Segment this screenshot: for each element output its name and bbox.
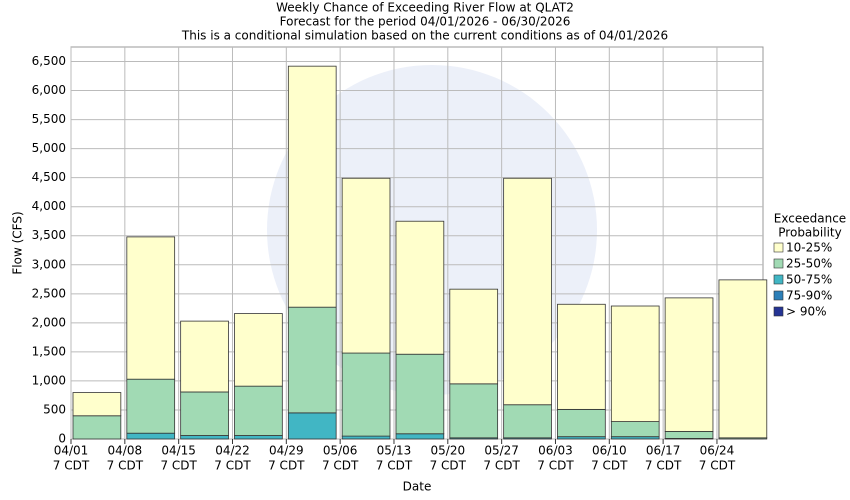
legend-swatch — [773, 290, 784, 301]
bar-segment — [287, 306, 337, 414]
y-tick-label: 2,500 — [32, 286, 66, 300]
bar-segment — [664, 431, 714, 439]
x-tick-sublabel: 7 CDT — [268, 459, 305, 473]
bar-segment — [287, 65, 337, 308]
bar-segment — [287, 412, 337, 440]
chart-title: Weekly Chance of Exceeding River Flow at… — [276, 1, 574, 15]
x-tick-label: 05/06 — [323, 444, 358, 458]
legend-label: 75-90% — [786, 289, 832, 303]
bar-segment — [503, 177, 552, 406]
x-tick-label: 06/24 — [700, 444, 735, 458]
bar-segment — [126, 378, 176, 434]
bar-segment — [180, 320, 229, 393]
legend-label: 10-25% — [786, 241, 832, 255]
bar-segment — [395, 220, 445, 355]
y-tick-label: 4,500 — [32, 170, 66, 184]
x-tick-sublabel: 7 CDT — [107, 459, 144, 473]
bar-segment — [718, 279, 768, 439]
x-tick-sublabel: 7 CDT — [53, 459, 90, 473]
x-tick-label: 05/27 — [484, 444, 519, 458]
bar-segment — [610, 421, 660, 438]
bar-segment — [126, 432, 176, 440]
y-tick-label: 3,000 — [32, 257, 66, 271]
x-tick-sublabel: 7 CDT — [430, 459, 467, 473]
legend-label: 50-75% — [786, 273, 832, 287]
y-tick-label: 1,500 — [32, 344, 66, 358]
y-tick-label: 500 — [43, 402, 66, 416]
y-tick-label: 3,500 — [32, 228, 66, 242]
x-tick-sublabel: 7 CDT — [214, 459, 251, 473]
x-tick-label: 04/22 — [215, 444, 250, 458]
legend-label: > 90% — [786, 305, 827, 319]
bar-segment — [72, 392, 122, 417]
bar-segment — [610, 305, 660, 422]
legend-swatch — [773, 242, 784, 253]
bar-segment — [234, 313, 283, 387]
x-tick-sublabel: 7 CDT — [160, 459, 197, 473]
legend-title: Exceedance — [774, 212, 846, 226]
legend-label: 25-50% — [786, 257, 832, 271]
bar-segment — [72, 415, 122, 440]
x-tick-sublabel: 7 CDT — [645, 459, 682, 473]
x-tick-sublabel: 7 CDT — [699, 459, 736, 473]
bar-segment — [341, 352, 391, 437]
bar-segment — [234, 385, 283, 436]
y-tick-label: 0 — [58, 432, 66, 446]
bar-segment — [503, 404, 552, 439]
x-tick-label: 06/03 — [538, 444, 573, 458]
x-axis-label: Date — [403, 480, 432, 494]
x-tick-label: 04/15 — [161, 444, 196, 458]
x-tick-sublabel: 7 CDT — [591, 459, 628, 473]
bar-segment — [180, 391, 229, 436]
x-tick-label: 04/01 — [54, 444, 89, 458]
bar-segment — [557, 408, 606, 438]
y-tick-label: 6,000 — [32, 83, 66, 97]
y-tick-label: 5,500 — [32, 112, 66, 126]
bar-segment — [395, 353, 445, 435]
y-tick-label: 2,000 — [32, 315, 66, 329]
bar-segment — [449, 288, 499, 385]
bar-segment — [341, 435, 391, 440]
bar-segment — [557, 303, 606, 410]
legend-swatch — [773, 274, 784, 285]
chart-subtitle: Forecast for the period 04/01/2026 - 06/… — [280, 15, 571, 29]
bar-segment — [395, 433, 445, 440]
bar-segment — [341, 177, 391, 354]
x-tick-label: 04/08 — [108, 444, 143, 458]
x-tick-sublabel: 7 CDT — [376, 459, 413, 473]
bar-segment — [126, 236, 176, 380]
chart-subtitle: This is a conditional simulation based o… — [181, 29, 668, 43]
bar-segment — [180, 435, 229, 440]
x-tick-sublabel: 7 CDT — [483, 459, 520, 473]
bar-segment — [664, 297, 714, 432]
x-tick-label: 05/20 — [431, 444, 466, 458]
x-tick-label: 04/29 — [269, 444, 304, 458]
bar-segment — [449, 383, 499, 439]
y-axis-label: Flow (CFS) — [11, 211, 25, 274]
x-tick-label: 06/17 — [646, 444, 681, 458]
x-tick-sublabel: 7 CDT — [322, 459, 359, 473]
y-tick-label: 4,000 — [32, 199, 66, 213]
legend-swatch — [773, 306, 784, 317]
legend-title: Probability — [778, 226, 841, 240]
legend-swatch — [773, 258, 784, 269]
x-tick-label: 05/13 — [377, 444, 412, 458]
y-tick-label: 1,000 — [32, 373, 66, 387]
y-tick-label: 6,500 — [32, 54, 66, 68]
x-tick-sublabel: 7 CDT — [537, 459, 574, 473]
bar-segment — [234, 435, 283, 440]
y-tick-label: 5,000 — [32, 141, 66, 155]
x-tick-label: 06/10 — [592, 444, 627, 458]
